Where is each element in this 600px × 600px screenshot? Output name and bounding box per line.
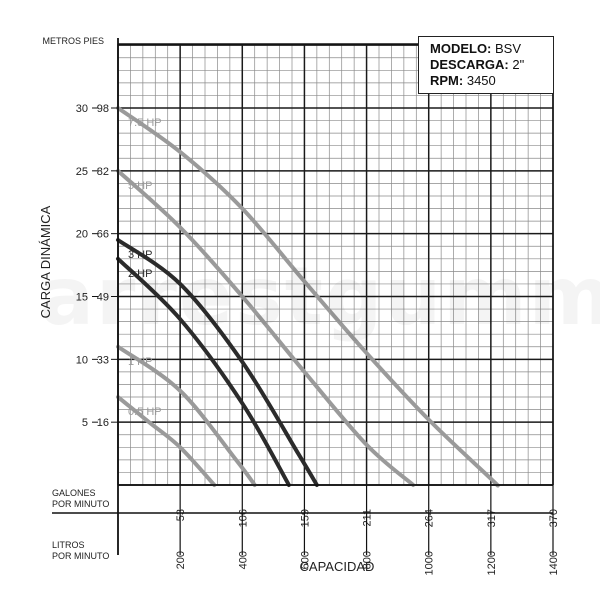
curve-label-3-hp: 3 HP	[128, 249, 152, 261]
gpm-tick-label: 106	[237, 509, 249, 527]
rpm-line: RPM: 3450	[430, 73, 553, 89]
gpm-axis-label-2: POR MINUTO	[52, 499, 109, 509]
gpm-tick-label: 370	[548, 509, 560, 527]
y-axis-title: CARGA DINÁMICA	[38, 205, 53, 318]
y-tick-label-ft: 33	[97, 354, 109, 366]
y-units-label: METROS PIES	[42, 36, 104, 46]
rpm-value: 3450	[466, 73, 496, 88]
lpm-tick-label: 1400	[548, 551, 560, 575]
curve-2-hp	[116, 256, 291, 487]
curve-label-0-5-hp: 0.5 HP	[128, 406, 162, 418]
y-tick-label-m: 10	[76, 354, 88, 366]
y-tick-label-ft: 16	[97, 417, 109, 429]
lpm-tick-label: 600	[299, 551, 311, 569]
gpm-axis-label-1: GALONES	[52, 488, 96, 498]
y-tick-label-m: 20	[76, 229, 88, 241]
lpm-tick-label: 800	[362, 551, 374, 569]
grid-minor	[118, 44, 553, 485]
y-axis-ticks: 5 16 10 33 15 49 20 66 25 82 30 98	[76, 103, 118, 429]
curve-5-hp	[116, 168, 416, 487]
y-tick-label-ft: 49	[97, 292, 109, 304]
y-tick-label-ft: 98	[97, 103, 109, 115]
x-axis-title: CAPACIDAD	[300, 559, 375, 574]
lpm-axis-label-1: LITROS	[52, 540, 85, 550]
curve-0-5-hp	[116, 395, 217, 487]
discharge-label: DESCARGA:	[430, 57, 509, 72]
curve-7-5-hp	[116, 106, 500, 488]
curve-1-hp	[116, 344, 257, 487]
curve-labels: 7.5 HP 5 HP 3 HP 2 HP 1 HP 0.5 HP	[128, 117, 162, 418]
performance-curves	[116, 106, 500, 488]
lpm-tick-label: 1200	[486, 551, 498, 575]
curve-3-hp	[116, 237, 319, 487]
y-tick-label-ft: 82	[97, 166, 109, 178]
lpm-axis-label-2: POR MINUTO	[52, 551, 109, 561]
y-tick-label-ft: 66	[97, 229, 109, 241]
gpm-tick-label: 211	[362, 509, 374, 527]
lpm-tick-label: 400	[237, 551, 249, 569]
curve-label-5-hp: 5 HP	[128, 180, 152, 192]
gpm-tick-label: 159	[299, 509, 311, 527]
model-label: MODELO:	[430, 41, 492, 56]
gpm-tick-label: 317	[486, 509, 498, 527]
curve-label-7-5-hp: 7.5 HP	[128, 117, 162, 129]
rpm-label: RPM:	[430, 73, 464, 88]
model-value: BSV	[495, 41, 522, 56]
y-tick-label-m: 15	[76, 292, 88, 304]
curve-label-2-hp: 2 HP	[128, 268, 152, 280]
lpm-tick-label: 200	[175, 551, 187, 569]
curve-label-1-hp: 1 HP	[128, 356, 152, 368]
gpm-tick-label: 264	[424, 509, 436, 527]
y-tick-label-m: 25	[76, 166, 88, 178]
discharge-line: DESCARGA: 2"	[430, 57, 553, 73]
pump-info-box: MODELO: BSV DESCARGA: 2" RPM: 3450	[418, 36, 554, 94]
lpm-tick-label: 1000	[424, 551, 436, 575]
gpm-tick-label: 53	[175, 509, 187, 521]
discharge-value: 2"	[512, 57, 525, 72]
grid-major	[117, 44, 554, 486]
model-line: MODELO: BSV	[430, 41, 553, 57]
x-axis-ticks: 53 106 159 211 264 317 370 200 400 600 800 1000 1200…	[175, 485, 560, 575]
y-tick-label-m: 30	[76, 103, 88, 115]
y-tick-label-m: 5	[82, 417, 88, 429]
